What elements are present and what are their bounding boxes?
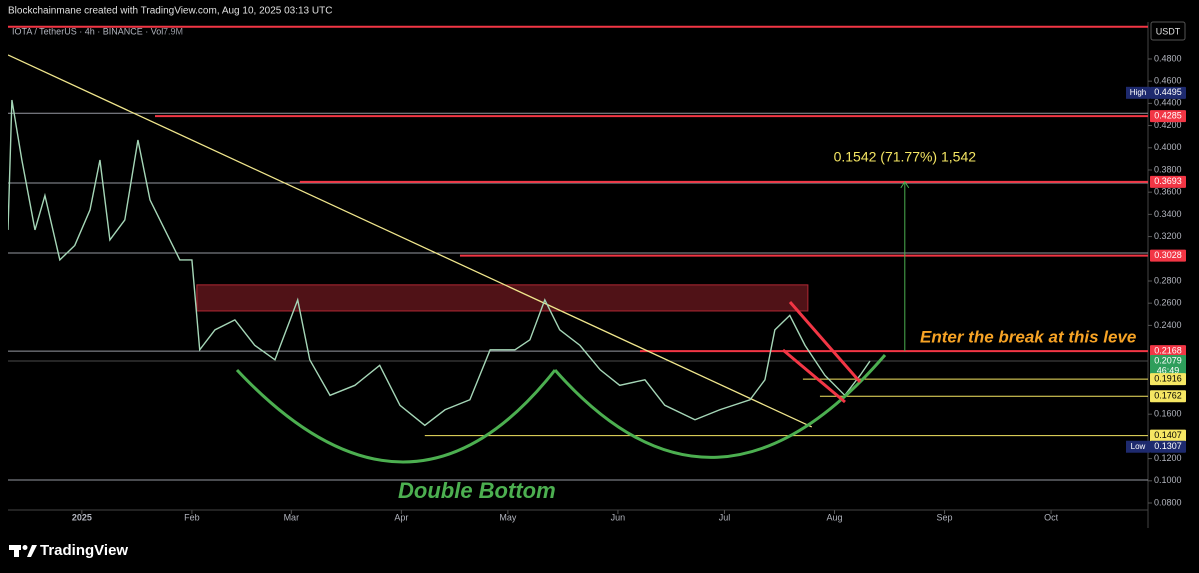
y-tick-label: 0.1200 — [1154, 453, 1182, 463]
price-tag-label: 0.1407 — [1154, 430, 1182, 440]
price-tag — [1150, 440, 1186, 453]
price-tag-label: 0.1762 — [1154, 391, 1182, 401]
drawings: Enter the break at this leve Double Bott… — [235, 149, 1136, 503]
logo-part — [27, 545, 37, 557]
y-tick-label: 0.4600 — [1154, 76, 1182, 86]
pattern-label: Double Bottom — [398, 478, 556, 503]
channel-line — [782, 348, 846, 404]
bottom-arc — [553, 354, 887, 459]
header: Blockchainmane created with TradingView.… — [8, 6, 332, 17]
price-tag — [1150, 86, 1186, 99]
y-tick-label: 0.4800 — [1154, 53, 1182, 63]
price-tag-name-box — [1126, 86, 1150, 99]
price-tag-label: 0.3693 — [1154, 176, 1182, 186]
channel-line — [788, 301, 862, 383]
measure-arrowhead — [900, 180, 910, 189]
price-tag-name-box — [1126, 440, 1150, 453]
x-tick-label: Oct — [1044, 512, 1059, 522]
y-tick-label: 0.3400 — [1154, 209, 1182, 219]
y-tick-label: 0.3200 — [1154, 231, 1182, 241]
symbol: IOTA / TetherUS · 4h · BINANCE · Vol — [12, 26, 163, 36]
y-tick-label: 0.3800 — [1154, 164, 1182, 174]
price-tag — [1150, 249, 1186, 262]
y-tick-label: 0.2400 — [1154, 320, 1182, 330]
x-tick-label: 2025 — [72, 512, 92, 522]
price-tag-label: 0.2079 — [1154, 355, 1182, 365]
volume: 7.9M — [163, 26, 183, 36]
price-tag — [1150, 429, 1186, 442]
y-tick-label: 0.0800 — [1154, 497, 1182, 507]
x-tick-label: Jun — [611, 512, 626, 522]
break-note: Enter the break at this leve — [920, 327, 1136, 346]
plot — [8, 25, 1148, 481]
y-tick-label: 0.4000 — [1154, 142, 1182, 152]
price-tag-label: 0.4495 — [1154, 87, 1182, 97]
logo-part — [14, 545, 19, 557]
y-tick-label: 0.1000 — [1154, 475, 1182, 485]
axis-corner — [1149, 510, 1199, 530]
y-tick-label: 0.1600 — [1154, 409, 1182, 419]
y-tick-label: 0.2800 — [1154, 275, 1182, 285]
x-tick-label: Aug — [827, 512, 843, 522]
y-tick-label: 0.2600 — [1154, 298, 1182, 308]
trendline — [8, 54, 813, 428]
price-tag — [1150, 390, 1186, 403]
x-tick-label: Apr — [394, 512, 408, 522]
y-tick-label: 0.4200 — [1154, 120, 1182, 130]
countdown: 46:49 — [1157, 365, 1180, 375]
price-tag — [1150, 175, 1186, 188]
y-tick-label: 0.4400 — [1154, 98, 1182, 108]
price-tag — [1150, 355, 1186, 378]
x-tick-label: Jul — [719, 512, 731, 522]
price-line — [8, 99, 871, 427]
resistance-zone — [196, 284, 809, 312]
bottom-arc — [235, 368, 557, 464]
currency: USDT — [1156, 26, 1181, 36]
brand-logo — [9, 545, 37, 557]
price-tag-label: 0.1916 — [1154, 373, 1182, 383]
price-tag-name: Low — [1131, 442, 1146, 451]
currency-box — [1150, 21, 1186, 41]
price-tag — [1150, 110, 1186, 123]
price-tag-label: 0.4285 — [1154, 111, 1182, 121]
price-tag-label: 0.2168 — [1154, 346, 1182, 356]
x-tick-label: May — [499, 512, 517, 522]
measure-label: 0.1542 (71.77%) 1,542 — [834, 149, 977, 165]
y-tick-label: 0.3600 — [1154, 187, 1182, 197]
price-tag-label: 0.3028 — [1154, 250, 1182, 260]
logo-part — [22, 545, 28, 550]
price-tag-label: 0.1307 — [1154, 441, 1182, 451]
x-tick-label: Feb — [184, 512, 200, 522]
brand: TradingView — [40, 542, 128, 559]
price-tag — [1150, 345, 1186, 358]
price-tag-name: High — [1130, 88, 1146, 97]
price-tag — [1150, 373, 1186, 386]
x-tick-label: Mar — [284, 512, 300, 522]
x-tick-label: Sep — [937, 512, 953, 522]
